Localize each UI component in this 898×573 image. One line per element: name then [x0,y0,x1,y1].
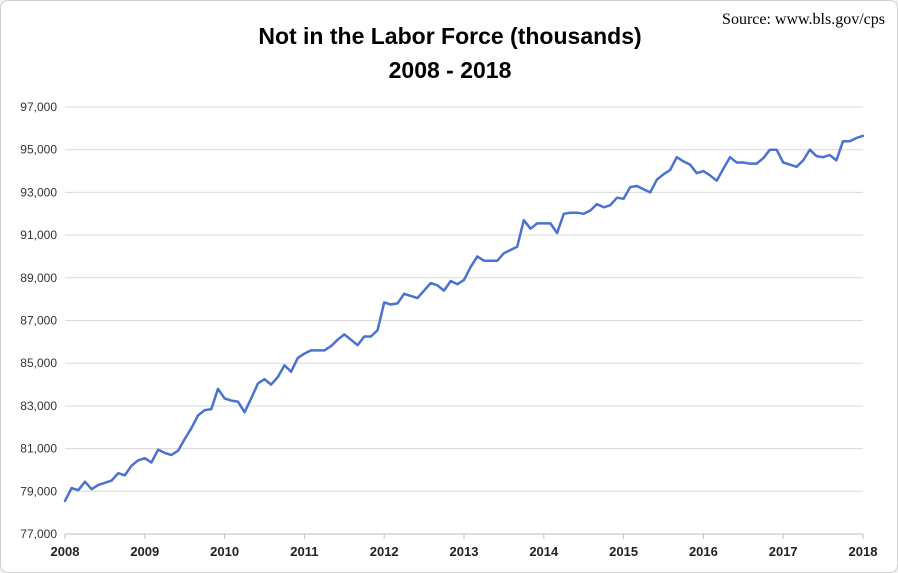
y-axis-tick-labels: 77,000 79,000 81,000 83,000 85,000 87,000 89,0… [20,100,57,541]
chart-title-block: Not in the Labor Force (thousands) 2008 … [1,19,897,87]
y-tick-label: 83,000 [20,399,57,413]
x-tick-label: 2018 [849,544,878,559]
series-line [63,134,865,503]
x-tick-label: 2011 [290,544,318,559]
x-tick-label: 2013 [450,544,479,559]
x-tick-label: 2009 [130,544,159,559]
x-axis [64,533,864,539]
y-tick-label: 97,000 [20,100,57,114]
y-tick-label: 81,000 [20,442,57,456]
source-note: Source: www.bls.gov/cps [722,11,885,28]
y-tick-label: 79,000 [20,484,57,498]
x-tick-label: 2008 [51,544,80,559]
x-tick-label: 2017 [769,544,798,559]
x-tick-label: 2014 [529,544,559,559]
x-tick-label: 2010 [210,544,239,559]
y-tick-label: 93,000 [20,185,57,199]
y-tick-label: 77,000 [20,527,57,541]
series-group [63,134,865,503]
x-tick-label: 2016 [689,544,718,559]
y-tick-label: 87,000 [20,314,57,328]
x-tick-label: 2012 [370,544,399,559]
x-tick-label: 2015 [609,544,638,559]
chart-title: Not in the Labor Force (thousands) [258,23,642,49]
chart-subtitle: 2008 - 2018 [388,57,512,83]
y-tick-label: 89,000 [20,271,57,285]
y-tick-label: 85,000 [20,356,57,370]
y-tick-label: 95,000 [20,143,57,157]
gridlines [65,106,863,492]
x-axis-tick-labels: 2008 2009 2010 2011 2012 2013 2014 2015 2016 2017… [51,544,878,559]
y-tick-label: 91,000 [20,228,57,242]
